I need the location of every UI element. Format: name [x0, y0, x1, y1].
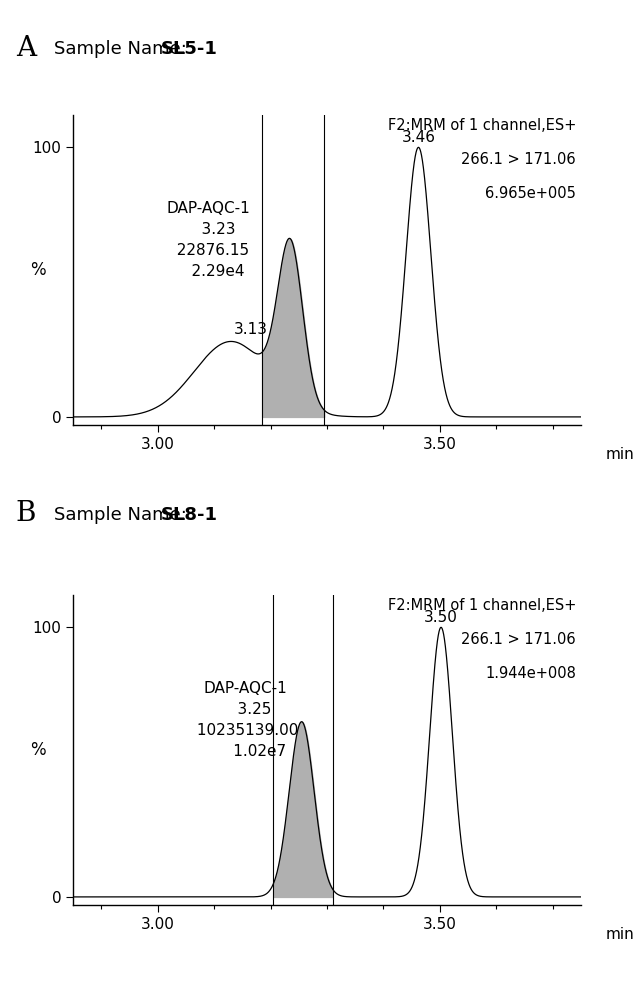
Text: 266.1 > 171.06: 266.1 > 171.06	[461, 632, 576, 647]
Text: DAP-AQC-1
    3.25
 10235139.00
      1.02e7: DAP-AQC-1 3.25 10235139.00 1.02e7	[192, 681, 298, 759]
Text: 266.1 > 171.06: 266.1 > 171.06	[461, 152, 576, 167]
Text: F2:MRM of 1 channel,ES+: F2:MRM of 1 channel,ES+	[387, 598, 576, 613]
Text: 1.944e+008: 1.944e+008	[485, 666, 576, 681]
Text: B: B	[16, 500, 36, 527]
Text: SL8-1: SL8-1	[161, 506, 218, 524]
Text: 3.13: 3.13	[234, 322, 268, 337]
Y-axis label: %: %	[30, 741, 45, 759]
Text: DAP-AQC-1
    3.23
  22876.15
    2.29e4: DAP-AQC-1 3.23 22876.15 2.29e4	[166, 201, 250, 279]
Text: Sample Name:: Sample Name:	[54, 40, 192, 58]
Text: 3.46: 3.46	[401, 130, 436, 145]
Text: min: min	[606, 927, 635, 942]
Text: 6.965e+005: 6.965e+005	[485, 186, 576, 201]
Text: 3.50: 3.50	[424, 610, 458, 625]
Text: SL5-1: SL5-1	[161, 40, 218, 58]
Text: min: min	[606, 447, 635, 462]
Text: F2:MRM of 1 channel,ES+: F2:MRM of 1 channel,ES+	[387, 118, 576, 133]
Y-axis label: %: %	[30, 261, 45, 279]
Text: A: A	[16, 35, 36, 62]
Text: Sample Name:: Sample Name:	[54, 506, 192, 524]
